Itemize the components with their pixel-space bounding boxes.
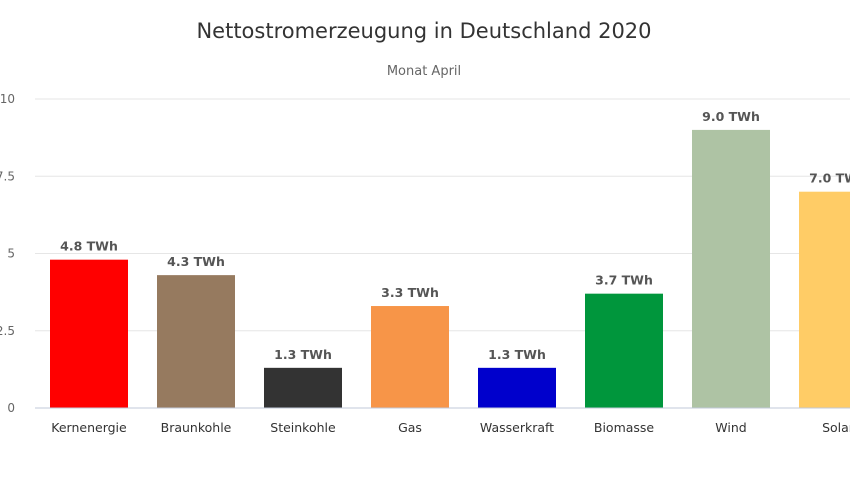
data-label: 1.3 TWh: [274, 347, 332, 362]
bar[interactable]: [478, 367, 556, 408]
bar[interactable]: [50, 259, 128, 408]
bar[interactable]: [157, 275, 235, 408]
data-label: 7.0 TWh: [809, 171, 850, 186]
bar[interactable]: [692, 129, 770, 408]
x-category-label: Braunkohle: [161, 420, 232, 435]
data-label: 4.3 TWh: [167, 254, 225, 269]
x-category-label: Solar: [822, 420, 850, 435]
x-axis-categories: Kernenergie Braunkohle Steinkohle Gas Wasser…: [51, 420, 850, 435]
data-label: 3.3 TWh: [381, 285, 439, 300]
y-tick-label: 2.5: [0, 324, 15, 338]
data-label: 3.7 TWh: [595, 273, 653, 288]
chart-subtitle: Monat April: [387, 64, 461, 79]
x-category-label: Gas: [398, 420, 422, 435]
bar[interactable]: [264, 367, 342, 408]
bar[interactable]: [585, 293, 663, 408]
x-category-label: Wind: [715, 420, 746, 435]
y-tick-label: 0: [7, 401, 15, 415]
data-label: 1.3 TWh: [488, 347, 546, 362]
data-labels: 4.8 TWh 4.3 TWh 1.3 TWh 3.3 TWh 1.3 TWh 3.7 T…: [60, 109, 850, 362]
bar[interactable]: [371, 306, 449, 408]
data-label: 9.0 TWh: [702, 109, 760, 124]
y-tick-label: 7.5: [0, 169, 15, 183]
x-category-label: Kernenergie: [51, 420, 127, 435]
x-category-label: Biomasse: [594, 420, 655, 435]
y-axis-ticks: 0 2.5 5 7.5 10: [0, 92, 15, 415]
x-category-label: Wasserkraft: [480, 420, 554, 435]
y-tick-label: 10: [0, 92, 15, 106]
bar[interactable]: [799, 191, 850, 408]
data-label: 4.8 TWh: [60, 239, 118, 254]
bars: [50, 129, 850, 408]
y-tick-label: 5: [7, 247, 15, 261]
chart-title: Nettostromerzeugung in Deutschland 2020: [196, 19, 651, 43]
x-category-label: Steinkohle: [270, 420, 336, 435]
